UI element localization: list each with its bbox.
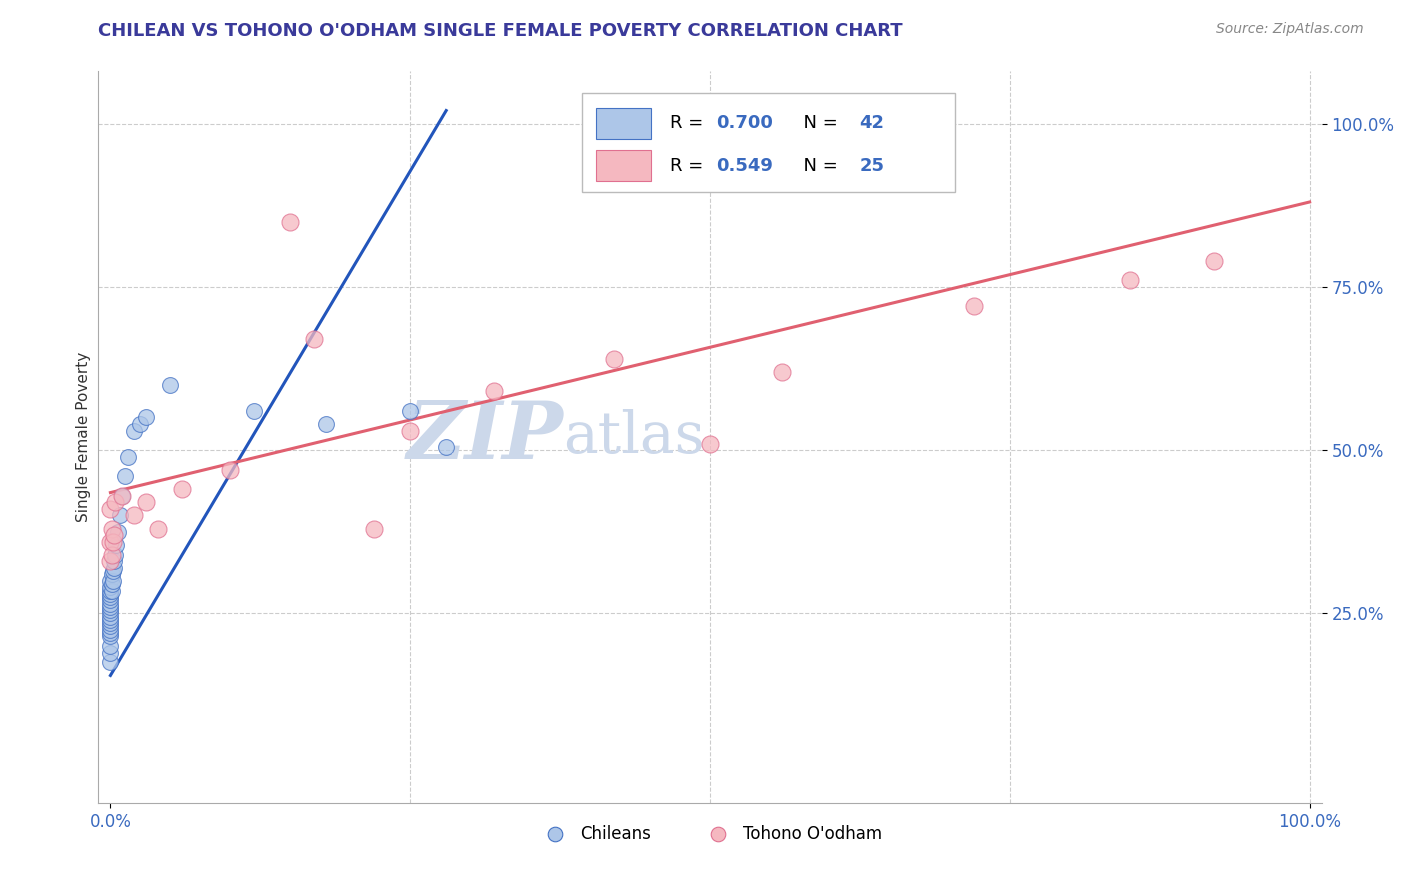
- Bar: [596, 108, 651, 138]
- Point: [104, 548, 127, 562]
- Point: [114, 469, 136, 483]
- Point: [100, 629, 122, 643]
- Point: [434, 440, 457, 454]
- Text: N =: N =: [792, 157, 844, 175]
- Point: [243, 404, 266, 418]
- Point: [219, 463, 242, 477]
- Point: [100, 603, 122, 617]
- Text: 0.700: 0.700: [716, 114, 773, 132]
- Point: [770, 365, 793, 379]
- Point: [100, 646, 122, 660]
- Point: [100, 577, 122, 591]
- Point: [482, 384, 505, 399]
- Point: [101, 534, 124, 549]
- Point: [100, 580, 122, 594]
- Text: 42: 42: [859, 114, 884, 132]
- Point: [103, 528, 125, 542]
- Point: [107, 524, 129, 539]
- Point: [1202, 253, 1225, 268]
- Point: [101, 574, 124, 588]
- Point: [278, 214, 301, 228]
- Point: [100, 639, 122, 653]
- Point: [100, 599, 122, 614]
- Point: [100, 656, 122, 670]
- Point: [100, 623, 122, 637]
- Text: Source: ZipAtlas.com: Source: ZipAtlas.com: [1216, 22, 1364, 37]
- Point: [100, 590, 122, 604]
- Point: [100, 597, 122, 611]
- Point: [399, 404, 422, 418]
- Point: [159, 377, 181, 392]
- Point: [124, 424, 146, 438]
- Text: CHILEAN VS TOHONO O'ODHAM SINGLE FEMALE POVERTY CORRELATION CHART: CHILEAN VS TOHONO O'ODHAM SINGLE FEMALE …: [98, 22, 903, 40]
- FancyBboxPatch shape: [582, 94, 955, 192]
- Point: [100, 607, 122, 621]
- Text: R =: R =: [669, 157, 709, 175]
- Point: [363, 521, 385, 535]
- Point: [117, 450, 139, 464]
- Point: [135, 410, 157, 425]
- Point: [100, 583, 122, 598]
- Point: [100, 534, 122, 549]
- Point: [100, 521, 122, 535]
- Point: [124, 508, 146, 523]
- Point: [100, 613, 122, 627]
- Point: [699, 436, 721, 450]
- Point: [100, 554, 122, 568]
- Point: [100, 593, 122, 607]
- Point: [399, 424, 422, 438]
- Point: [100, 626, 122, 640]
- Text: ZIP: ZIP: [406, 399, 564, 475]
- Point: [1119, 273, 1142, 287]
- Point: [103, 554, 125, 568]
- Point: [100, 583, 122, 598]
- Point: [100, 616, 122, 631]
- Point: [111, 489, 134, 503]
- Point: [100, 567, 122, 582]
- Point: [104, 495, 127, 509]
- Point: [603, 351, 626, 366]
- Point: [135, 495, 157, 509]
- Point: [129, 417, 152, 431]
- Legend: Chileans, Tohono O'odham: Chileans, Tohono O'odham: [531, 818, 889, 849]
- Point: [100, 502, 122, 516]
- Point: [111, 489, 134, 503]
- Text: R =: R =: [669, 114, 709, 132]
- Point: [100, 619, 122, 633]
- Point: [100, 587, 122, 601]
- Point: [105, 538, 128, 552]
- Point: [103, 560, 125, 574]
- Point: [304, 332, 326, 346]
- Text: N =: N =: [792, 114, 844, 132]
- Point: [100, 574, 122, 588]
- Text: atlas: atlas: [564, 409, 704, 465]
- Point: [963, 300, 986, 314]
- Point: [172, 483, 194, 497]
- Point: [108, 508, 131, 523]
- Point: [100, 548, 122, 562]
- Point: [101, 564, 124, 578]
- Point: [100, 609, 122, 624]
- Y-axis label: Single Female Poverty: Single Female Poverty: [76, 352, 91, 522]
- Point: [315, 417, 337, 431]
- Text: 0.549: 0.549: [716, 157, 773, 175]
- Point: [148, 521, 170, 535]
- Text: 25: 25: [859, 157, 884, 175]
- Bar: [596, 151, 651, 181]
